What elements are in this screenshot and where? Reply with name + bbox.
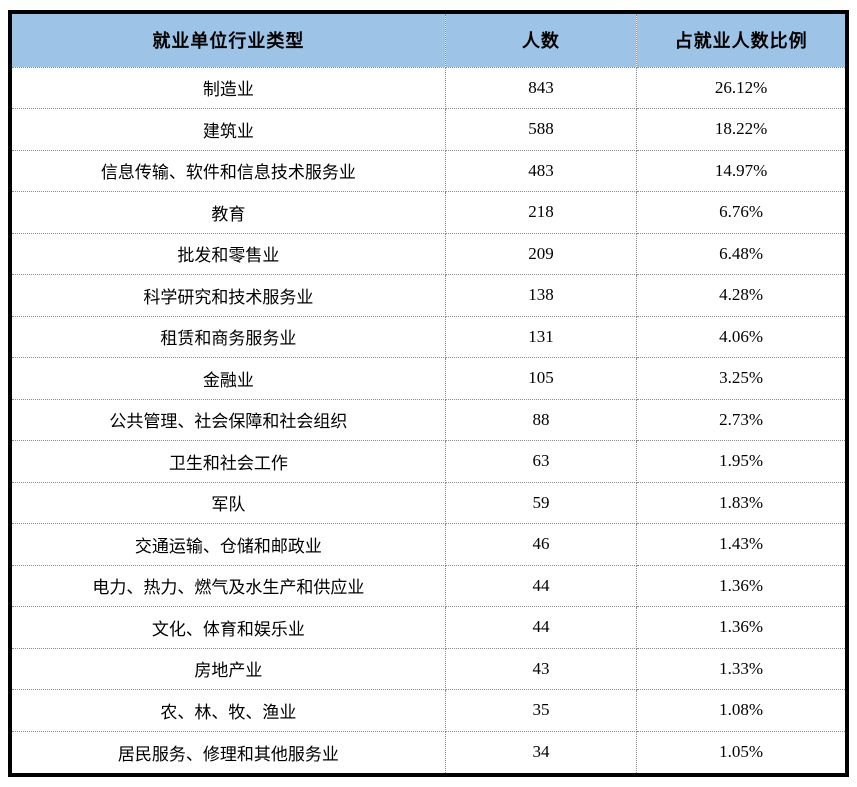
industry-cell: 教育 (12, 191, 446, 234)
table-row: 建筑业 588 18.22% (12, 108, 845, 151)
count-cell: 44 (444, 606, 638, 649)
ratio-cell: 1.83% (636, 481, 845, 525)
table-body: 制造业 843 26.12% 建筑业 588 18.22% 信息传输、软件和信息… (12, 66, 845, 773)
ratio-cell: 14.97% (636, 149, 845, 193)
ratio-cell: 4.06% (636, 315, 845, 359)
table-row: 交通运输、仓储和邮政业 46 1.43% (12, 523, 845, 566)
table-row: 电力、热力、燃气及水生产和供应业 44 1.36% (12, 564, 845, 608)
ratio-cell: 1.95% (636, 440, 845, 483)
industry-cell: 租赁和商务服务业 (12, 315, 446, 359)
column-header-industry: 就业单位行业类型 (12, 14, 446, 68)
count-cell: 209 (444, 232, 638, 276)
ratio-cell: 1.08% (636, 689, 845, 732)
ratio-cell: 6.48% (636, 232, 845, 276)
industry-cell: 金融业 (12, 357, 446, 400)
table-row: 金融业 105 3.25% (12, 357, 845, 400)
ratio-cell: 1.43% (636, 523, 845, 566)
table-row: 农、林、牧、渔业 35 1.08% (12, 689, 845, 732)
industry-cell: 制造业 (12, 66, 446, 110)
count-cell: 483 (444, 149, 638, 193)
industry-cell: 建筑业 (12, 108, 446, 151)
employment-industry-table-frame: 就业单位行业类型 人数 占就业人数比例 制造业 843 26.12% 建筑业 5… (8, 10, 849, 777)
column-header-ratio: 占就业人数比例 (636, 14, 845, 68)
industry-cell: 卫生和社会工作 (12, 440, 446, 483)
count-cell: 63 (444, 440, 638, 483)
industry-cell: 科学研究和技术服务业 (12, 274, 446, 317)
industry-cell: 文化、体育和娱乐业 (12, 606, 446, 649)
table-row: 科学研究和技术服务业 138 4.28% (12, 274, 845, 317)
count-cell: 843 (444, 66, 638, 110)
ratio-cell: 1.36% (636, 564, 845, 608)
count-cell: 59 (444, 481, 638, 525)
count-cell: 88 (444, 398, 638, 442)
industry-cell: 军队 (12, 481, 446, 525)
ratio-cell: 1.33% (636, 647, 845, 691)
count-cell: 588 (444, 108, 638, 151)
count-cell: 46 (444, 523, 638, 566)
count-cell: 43 (444, 647, 638, 691)
table-row: 公共管理、社会保障和社会组织 88 2.73% (12, 398, 845, 442)
ratio-cell: 26.12% (636, 66, 845, 110)
ratio-cell: 4.28% (636, 274, 845, 317)
industry-cell: 房地产业 (12, 647, 446, 691)
ratio-cell: 2.73% (636, 398, 845, 442)
table-row: 文化、体育和娱乐业 44 1.36% (12, 606, 845, 649)
table-row: 租赁和商务服务业 131 4.06% (12, 315, 845, 359)
count-cell: 218 (444, 191, 638, 234)
table-row: 卫生和社会工作 63 1.95% (12, 440, 845, 483)
ratio-cell: 1.05% (636, 730, 845, 773)
ratio-cell: 6.76% (636, 191, 845, 234)
industry-cell: 公共管理、社会保障和社会组织 (12, 398, 446, 442)
count-cell: 105 (444, 357, 638, 400)
ratio-cell: 3.25% (636, 357, 845, 400)
table-row: 军队 59 1.83% (12, 481, 845, 525)
ratio-cell: 1.36% (636, 606, 845, 649)
employment-industry-table: 就业单位行业类型 人数 占就业人数比例 制造业 843 26.12% 建筑业 5… (12, 14, 845, 773)
industry-cell: 交通运输、仓储和邮政业 (12, 523, 446, 566)
table-row: 房地产业 43 1.33% (12, 647, 845, 691)
column-header-count: 人数 (444, 14, 638, 68)
industry-cell: 电力、热力、燃气及水生产和供应业 (12, 564, 446, 608)
count-cell: 34 (444, 730, 638, 773)
table-row: 信息传输、软件和信息技术服务业 483 14.97% (12, 149, 845, 193)
table-row: 教育 218 6.76% (12, 191, 845, 234)
table-header: 就业单位行业类型 人数 占就业人数比例 (12, 14, 845, 68)
count-cell: 131 (444, 315, 638, 359)
industry-cell: 批发和零售业 (12, 232, 446, 276)
count-cell: 138 (444, 274, 638, 317)
industry-cell: 农、林、牧、渔业 (12, 689, 446, 732)
ratio-cell: 18.22% (636, 108, 845, 151)
count-cell: 35 (444, 689, 638, 732)
table-row: 制造业 843 26.12% (12, 66, 845, 110)
industry-cell: 居民服务、修理和其他服务业 (12, 730, 446, 773)
industry-cell: 信息传输、软件和信息技术服务业 (12, 149, 446, 193)
header-row: 就业单位行业类型 人数 占就业人数比例 (12, 14, 845, 68)
table-row: 批发和零售业 209 6.48% (12, 232, 845, 276)
count-cell: 44 (444, 564, 638, 608)
table-row: 居民服务、修理和其他服务业 34 1.05% (12, 730, 845, 773)
